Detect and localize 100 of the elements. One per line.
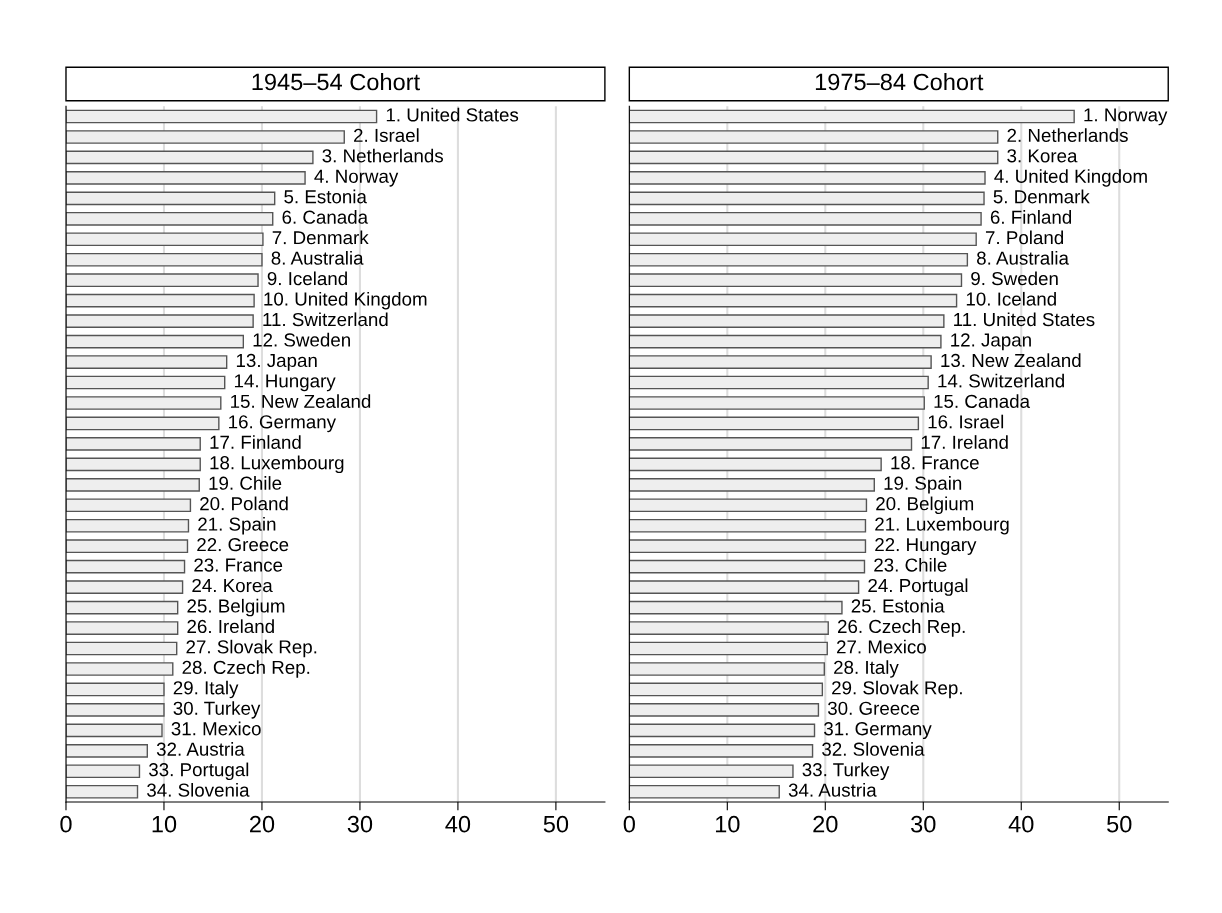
bar xyxy=(629,784,780,799)
category-label: 23. France xyxy=(194,558,283,572)
category-label: 33. Turkey xyxy=(802,762,890,781)
category-label: 20. Poland xyxy=(200,496,288,511)
bar xyxy=(629,232,977,247)
bar xyxy=(65,396,222,410)
category-label: 27. Slovak Rep. xyxy=(186,639,317,658)
bar xyxy=(629,416,920,431)
category-label: 12. Japan xyxy=(951,333,1031,351)
category-label: 5. Estonia xyxy=(284,189,367,204)
category-label: 21. Luxembourg xyxy=(875,517,1009,535)
bar xyxy=(65,457,201,472)
category-label: 19. Chile xyxy=(209,476,282,490)
category-label: 20. Belgium xyxy=(876,496,974,515)
category-label: 1. United States xyxy=(386,107,519,122)
bar xyxy=(65,600,179,615)
bar xyxy=(629,314,945,328)
bar xyxy=(629,764,794,779)
bar xyxy=(65,293,255,308)
bar xyxy=(629,539,867,554)
bar xyxy=(65,416,220,431)
category-label: 17. Finland xyxy=(210,435,301,449)
bar xyxy=(629,211,982,226)
category-label: 11. United States xyxy=(954,312,1095,327)
category-label: 10. Iceland xyxy=(966,291,1056,306)
category-label: 15. Canada xyxy=(934,394,1031,408)
category-label: 33. Portugal xyxy=(149,762,249,781)
bar xyxy=(629,621,829,635)
category-label: 22. Greece xyxy=(197,537,289,552)
bar xyxy=(65,437,201,451)
category-label: 30. Greece xyxy=(827,701,920,715)
bar xyxy=(629,334,942,349)
bar xyxy=(629,703,820,717)
category-label: 23. Chile xyxy=(874,557,947,572)
bar xyxy=(629,723,816,738)
bar xyxy=(65,191,276,206)
category-label: 9. Sweden xyxy=(971,271,1058,286)
bar xyxy=(65,621,179,635)
bar xyxy=(629,580,860,594)
category-label: 11. Switzerland xyxy=(263,312,388,327)
category-label: 28. Italy xyxy=(834,660,899,678)
bar xyxy=(65,498,192,513)
category-label: 30. Turkey xyxy=(173,701,261,719)
bar xyxy=(629,559,866,574)
bar xyxy=(65,211,274,226)
x-tick-label: 40 xyxy=(445,815,471,833)
bar xyxy=(65,314,254,328)
category-label: 5. Denmark xyxy=(993,189,1090,204)
bar xyxy=(629,641,828,656)
x-tick-label: 40 xyxy=(1008,815,1034,833)
category-label: 7. Denmark xyxy=(272,230,369,245)
category-label: 29. Italy xyxy=(173,680,239,699)
category-label: 16. Israel xyxy=(928,414,1004,429)
x-tick-label: 30 xyxy=(347,815,373,833)
bar xyxy=(65,232,264,247)
bar xyxy=(65,539,189,554)
x-tick-label: 30 xyxy=(911,815,936,833)
category-label: 14. Hungary xyxy=(234,374,336,392)
category-label: 6. Finland xyxy=(990,210,1072,224)
bar xyxy=(65,109,378,124)
bar xyxy=(65,703,165,717)
category-label: 4. Norway xyxy=(314,169,399,187)
category-label: 17. Ireland xyxy=(921,435,1008,449)
bar xyxy=(629,743,814,758)
x-tick-label: 50 xyxy=(1107,815,1132,833)
bar xyxy=(629,171,986,185)
x-tick-label: 20 xyxy=(813,815,838,833)
category-label: 16. Germany xyxy=(229,415,336,433)
category-label: 13. New Zealand xyxy=(941,353,1081,368)
category-label: 3. Netherlands xyxy=(322,148,443,163)
category-label: 12. Sweden xyxy=(253,332,350,347)
bar xyxy=(629,293,958,308)
category-label: 8. Australia xyxy=(977,251,1069,265)
bar xyxy=(65,130,345,144)
category-label: 2. Netherlands xyxy=(1007,128,1128,142)
bar xyxy=(65,682,165,697)
bar xyxy=(629,477,875,492)
bar xyxy=(629,518,867,533)
category-label: 26. Ireland xyxy=(187,619,274,634)
bar xyxy=(65,334,245,349)
bar xyxy=(629,109,1075,124)
bar xyxy=(65,641,178,656)
category-label: 22. Hungary xyxy=(875,537,977,555)
bar xyxy=(65,273,259,288)
category-label: 9. Iceland xyxy=(267,271,347,286)
chart-title: 1945–54 Cohort xyxy=(252,73,420,91)
category-label: 29. Slovak Rep. xyxy=(832,680,962,699)
category-label: 32. Austria xyxy=(156,742,245,756)
category-label: 27. Mexico xyxy=(837,639,926,654)
category-label: 1. Norway xyxy=(1084,108,1168,126)
bar xyxy=(65,784,139,799)
category-label: 3. Korea xyxy=(1007,149,1078,163)
category-label: 2. Israel xyxy=(354,128,419,142)
bar xyxy=(65,252,263,267)
bar xyxy=(629,437,913,451)
category-label: 31. Germany xyxy=(824,722,932,740)
bar xyxy=(65,477,200,492)
bar xyxy=(65,355,228,369)
category-label: 31. Mexico xyxy=(171,721,261,736)
bar xyxy=(629,662,826,676)
